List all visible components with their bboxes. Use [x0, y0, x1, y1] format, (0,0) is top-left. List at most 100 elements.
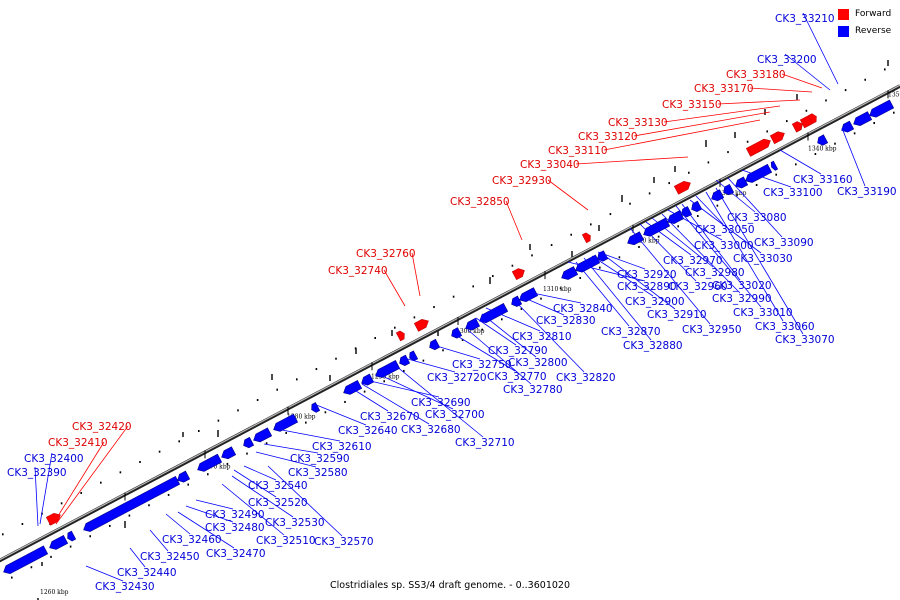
reverse-leader: [681, 203, 741, 281]
guide-dot: [276, 388, 278, 391]
reverse-gene-label: CK3_32960: [668, 281, 728, 293]
reverse-gene-label: CK3_33020: [712, 280, 772, 292]
guide-dot: [217, 419, 220, 422]
guide-dot: [305, 421, 307, 424]
reverse-leader: [575, 261, 630, 327]
guide-dot: [746, 140, 749, 143]
guide-dot: [688, 171, 690, 174]
legend-reverse-label: Reverse: [855, 26, 892, 36]
guide-dot: [21, 522, 24, 525]
reverse-leader: [597, 251, 646, 270]
reverse-leader: [429, 343, 481, 360]
reverse-gene: [361, 373, 375, 386]
reverse-gene-label: CK3_33090: [754, 237, 814, 249]
reverse-gene-label: CK3_32570: [314, 536, 374, 548]
reverse-gene-label: CK3_32990: [712, 293, 772, 305]
guide-dot: [677, 225, 679, 228]
forward-gene: [413, 319, 429, 332]
reverse-leader: [267, 465, 343, 537]
axis-tick-label: 1310 kbp: [543, 286, 572, 293]
reverse-gene: [643, 217, 671, 237]
reverse-gene: [817, 134, 829, 146]
guide-dot: [559, 287, 562, 290]
reverse-gene-label: CK3_32910: [647, 309, 707, 321]
guide-dot: [69, 545, 72, 548]
reverse-leader: [85, 565, 124, 582]
guide-dot: [80, 491, 82, 494]
reverse-gene-label: CK3_32460: [162, 534, 222, 546]
reverse-gene-label: CK3_32980: [685, 267, 745, 279]
guide-dot: [825, 99, 827, 102]
reverse-leader: [39, 452, 53, 525]
reverse-leader: [675, 205, 762, 308]
guide-dot: [657, 235, 660, 238]
reverse-gene: [561, 266, 579, 280]
reverse-leader: [784, 53, 831, 91]
reverse-leader: [651, 217, 714, 268]
reverse-gene-label: CK3_32790: [488, 345, 548, 357]
guide-dot: [50, 555, 52, 558]
forward-gene: [745, 138, 771, 157]
reverse-gene: [597, 250, 609, 262]
reverse-leader: [221, 483, 285, 536]
reverse-gene: [869, 99, 895, 118]
guide-dot: [638, 245, 640, 248]
reverse-gene: [735, 176, 749, 189]
guide-dot: [864, 78, 866, 81]
reverse-leader: [513, 299, 585, 373]
guide-dot: [884, 68, 886, 71]
reverse-gene-label: CK3_32720: [427, 372, 487, 384]
reverse-gene-label: CK3_32510: [256, 535, 316, 547]
legend-reverse-swatch: [838, 26, 849, 37]
guide-dot: [579, 276, 581, 279]
reverse-gene-label: CK3_32900: [625, 296, 685, 308]
reverse-leader: [841, 127, 866, 187]
tick-dots: [2, 60, 895, 600]
guide-dot: [158, 450, 161, 453]
reverse-gene-label: CK3_32810: [512, 331, 572, 343]
reverse-gene: [311, 402, 321, 413]
axis-tick-label: 1270 kbp: [202, 463, 231, 470]
reverse-leader: [583, 257, 652, 341]
forward-leader: [749, 87, 813, 93]
guide-dot: [805, 109, 808, 112]
reverse-gene-label: CK3_33060: [755, 321, 815, 333]
legend-forward-swatch: [838, 9, 849, 20]
forward-leader: [52, 441, 105, 525]
guide-dot: [893, 111, 895, 114]
guide-dot: [648, 192, 651, 195]
reverse-leader: [715, 179, 756, 213]
reverse-gene: [253, 427, 273, 443]
forward-gene-label: CK3_33150: [662, 99, 722, 111]
reverse-gene-label: CK3_32680: [401, 424, 461, 436]
reverse-gene-label: CK3_32870: [601, 326, 661, 338]
guide-dot: [198, 430, 200, 433]
reverse-gene-label: CK3_32610: [312, 441, 372, 453]
reverse-gene: [197, 453, 223, 472]
forward-leader: [633, 111, 771, 137]
reverse-gene-label: CK3_32690: [411, 397, 471, 409]
reverse-gene-label: CK3_32480: [205, 522, 265, 534]
guide-dot: [139, 460, 141, 463]
reverse-gene: [49, 534, 69, 550]
guide-dot: [119, 471, 122, 474]
guide-dot: [256, 399, 259, 402]
forward-gene: [581, 232, 591, 244]
guide-dot: [442, 349, 444, 352]
reverse-gene: [667, 210, 685, 225]
reverse-leader: [481, 313, 537, 358]
guide-dot: [766, 130, 768, 133]
guide-dot: [472, 285, 474, 288]
guide-dot: [30, 566, 33, 569]
reverse-leader: [695, 195, 724, 225]
guide-dot: [511, 264, 514, 267]
axis-tick-label: 1300 kbp: [456, 328, 485, 335]
reverse-gene-label: CK3_32750: [452, 359, 512, 371]
reverse-gene: [691, 200, 703, 213]
reverse-gene: [399, 354, 411, 366]
reverse-gene-label: CK3_33100: [763, 187, 823, 199]
gene-labels: CK3_32420 CK3_32410 CK3_32760 CK3_32740 CK3_…: [7, 13, 897, 593]
forward-gene-label: CK3_33170: [694, 83, 754, 95]
guide-dot: [786, 120, 788, 123]
reverse-gene-label: CK3_32590: [290, 453, 350, 465]
